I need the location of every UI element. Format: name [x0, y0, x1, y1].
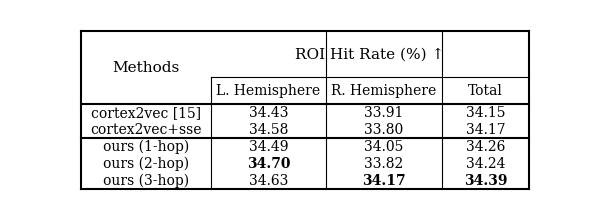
Text: 33.91: 33.91: [364, 106, 403, 120]
Text: 34.39: 34.39: [464, 174, 507, 187]
Text: 34.05: 34.05: [364, 140, 403, 154]
Text: 34.17: 34.17: [466, 123, 505, 137]
Text: Methods: Methods: [113, 61, 180, 75]
Text: ours (2-hop): ours (2-hop): [103, 156, 189, 171]
Text: ours (1-hop): ours (1-hop): [103, 139, 189, 154]
Text: 34.63: 34.63: [249, 174, 288, 187]
Text: 33.82: 33.82: [364, 157, 403, 170]
Text: 34.17: 34.17: [362, 174, 406, 187]
Text: 34.15: 34.15: [466, 106, 505, 120]
Text: 34.49: 34.49: [249, 140, 288, 154]
Text: 34.26: 34.26: [466, 140, 505, 154]
Text: ROI Hit Rate (%) ↑: ROI Hit Rate (%) ↑: [296, 47, 445, 61]
Text: Total: Total: [468, 84, 503, 98]
Text: 34.58: 34.58: [249, 123, 288, 137]
Text: 33.80: 33.80: [364, 123, 403, 137]
Text: L. Hemisphere: L. Hemisphere: [216, 84, 321, 98]
Text: R. Hemisphere: R. Hemisphere: [331, 84, 437, 98]
Text: 34.70: 34.70: [247, 157, 290, 170]
Text: cortex2vec [15]: cortex2vec [15]: [91, 106, 201, 120]
Text: ours (3-hop): ours (3-hop): [103, 173, 189, 188]
Text: cortex2vec+sse: cortex2vec+sse: [91, 123, 202, 137]
Text: 34.43: 34.43: [249, 106, 288, 120]
Text: 34.24: 34.24: [466, 157, 505, 170]
